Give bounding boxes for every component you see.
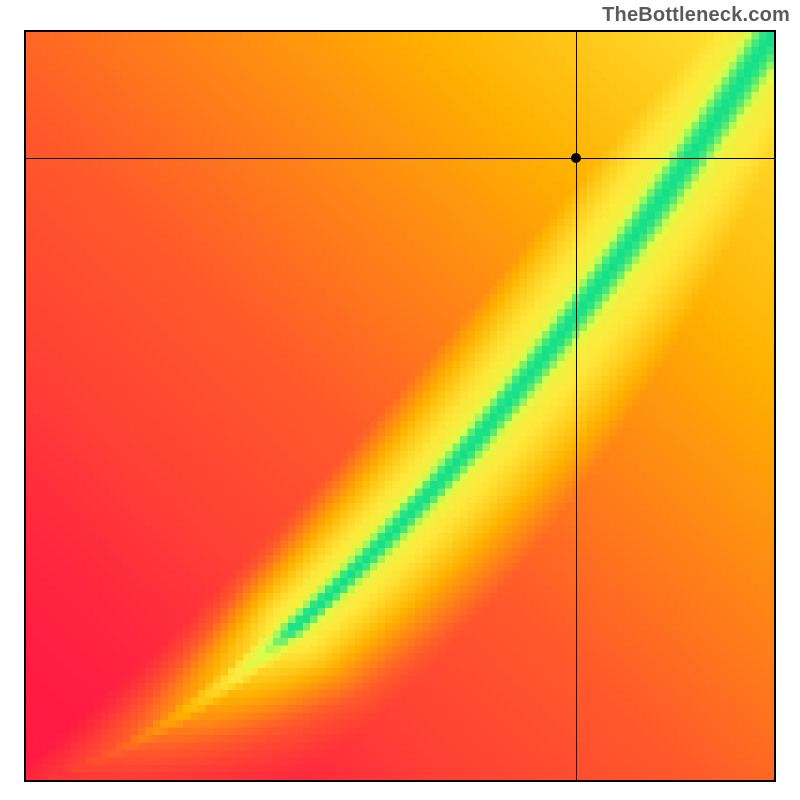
watermark-text: TheBottleneck.com bbox=[602, 4, 790, 27]
chart-container: TheBottleneck.com bbox=[0, 0, 800, 800]
plot-area bbox=[24, 30, 776, 782]
heatmap-canvas bbox=[26, 32, 774, 780]
